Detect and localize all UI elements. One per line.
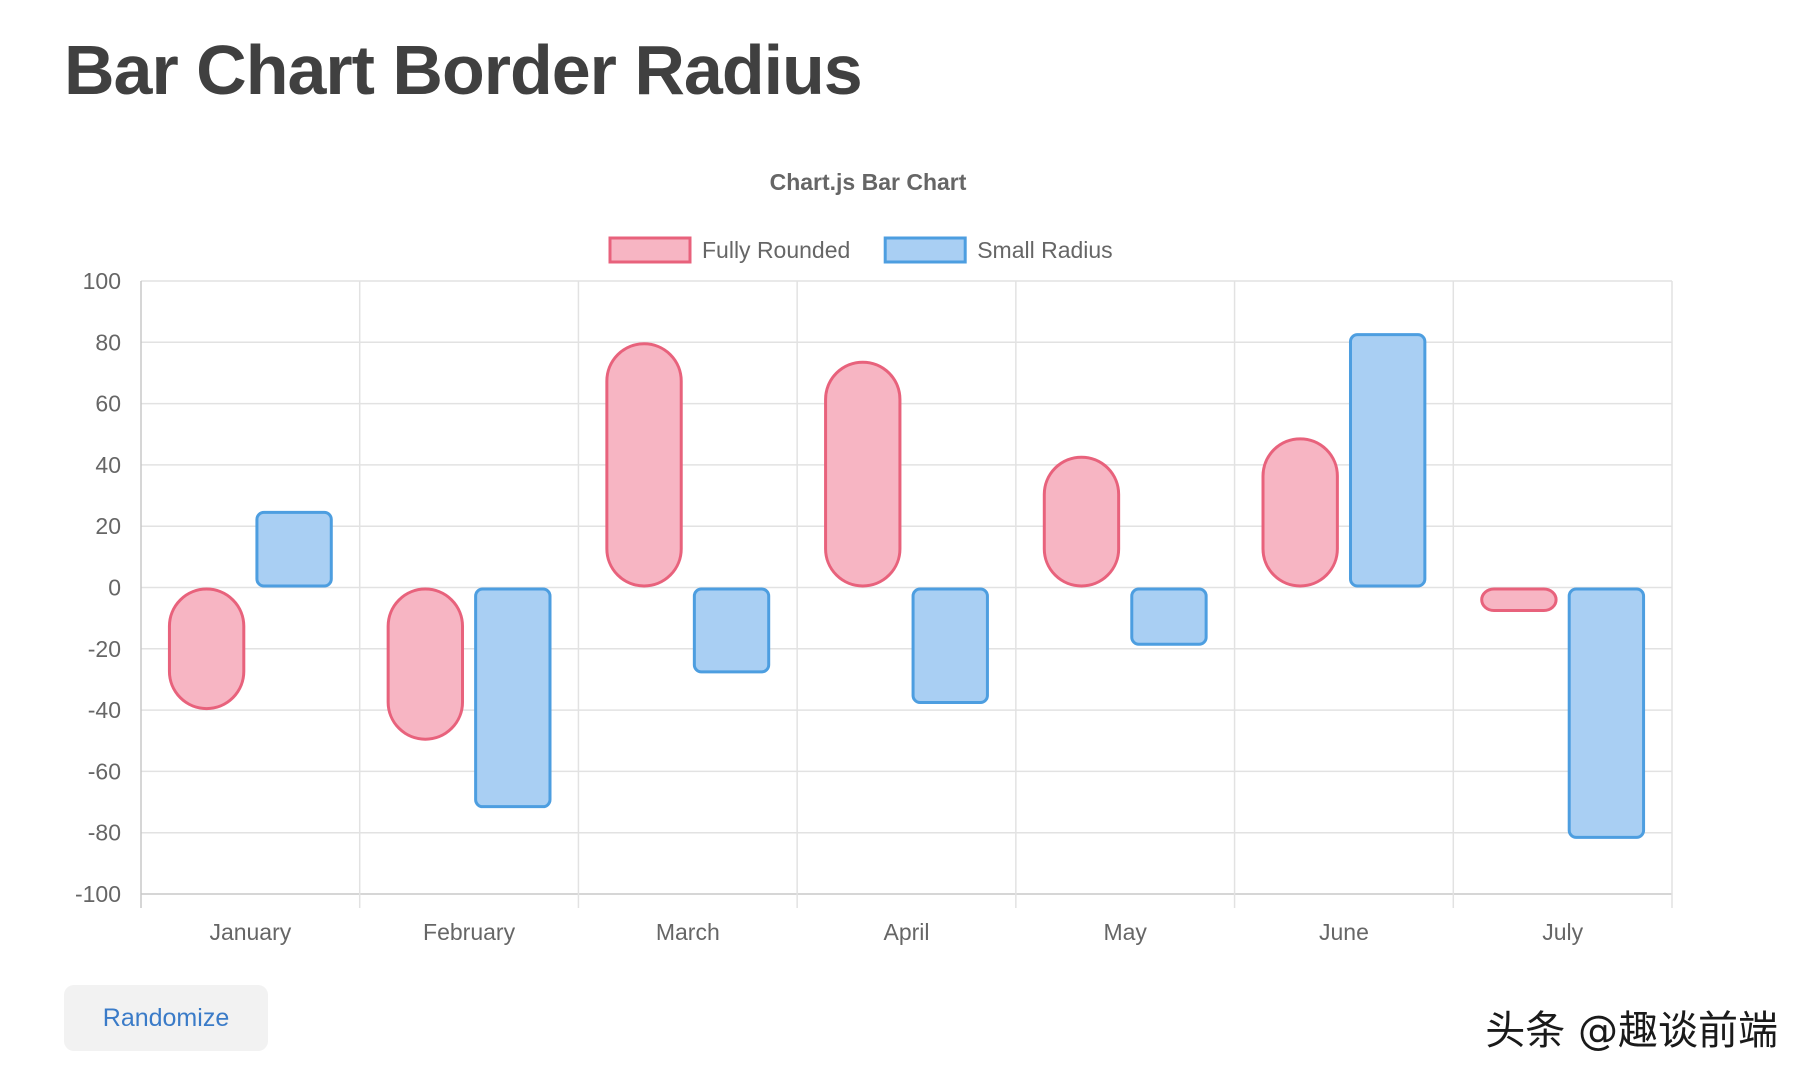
y-tick-label: 20 [95, 513, 121, 539]
bar-fully-rounded[interactable] [386, 587, 465, 741]
bar-small-radius[interactable] [474, 587, 552, 809]
page-title: Bar Chart Border Radius [64, 31, 863, 109]
bar-small-radius[interactable] [1348, 333, 1427, 588]
chart-grid [140, 280, 1673, 908]
bar-fully-rounded[interactable] [1480, 587, 1558, 613]
bar-fully-rounded[interactable] [1042, 455, 1121, 588]
bar-small-radius[interactable] [1567, 587, 1646, 839]
x-tick-label: May [1103, 919, 1147, 945]
x-tick-label: March [656, 919, 720, 945]
bar-small-radius[interactable] [911, 587, 989, 704]
bar-fully-rounded[interactable] [1261, 437, 1339, 588]
y-tick-label: 100 [83, 268, 121, 294]
y-tick-label: 60 [95, 391, 121, 417]
y-axis: -100 -80 -60 -40 -20 0 20 40 60 80 100 [75, 268, 121, 907]
x-tick-label: January [209, 919, 291, 945]
y-tick-label: -60 [88, 758, 121, 784]
legend-label[interactable]: Small Radius [977, 237, 1112, 263]
y-tick-label: 0 [108, 575, 121, 601]
x-tick-label: June [1319, 919, 1369, 945]
bar-small-radius[interactable] [255, 510, 333, 588]
legend-swatch[interactable] [883, 236, 967, 264]
bar-fully-rounded[interactable] [605, 342, 683, 588]
bar-fully-rounded[interactable] [824, 360, 902, 588]
legend-swatch[interactable] [608, 236, 692, 264]
bar-fully-rounded[interactable] [167, 587, 246, 711]
y-tick-label: -20 [88, 636, 121, 662]
x-tick-label: February [423, 919, 516, 945]
randomize-button[interactable]: Randomize [64, 985, 268, 1051]
chart-legend[interactable]: Fully Rounded Small Radius [608, 236, 1113, 264]
x-tick-label: April [883, 919, 929, 945]
x-tick-label: July [1542, 919, 1583, 945]
x-axis: January February March April May June July [209, 919, 1583, 945]
chart-bars [167, 333, 1646, 839]
bar-small-radius[interactable] [1130, 587, 1208, 646]
chart-title: Chart.js Bar Chart [770, 169, 967, 195]
y-tick-label: -80 [88, 820, 121, 846]
bar-small-radius[interactable] [692, 587, 771, 674]
legend-label[interactable]: Fully Rounded [702, 237, 850, 263]
bar-chart: Chart.js Bar Chart Fully Rounded Small Ra… [75, 169, 1673, 945]
y-tick-label: -100 [75, 881, 121, 907]
y-tick-label: 80 [95, 329, 121, 355]
watermark: 头条 @趣谈前端 [1485, 1008, 1778, 1054]
y-tick-label: -40 [88, 697, 121, 723]
y-tick-label: 40 [95, 452, 121, 478]
